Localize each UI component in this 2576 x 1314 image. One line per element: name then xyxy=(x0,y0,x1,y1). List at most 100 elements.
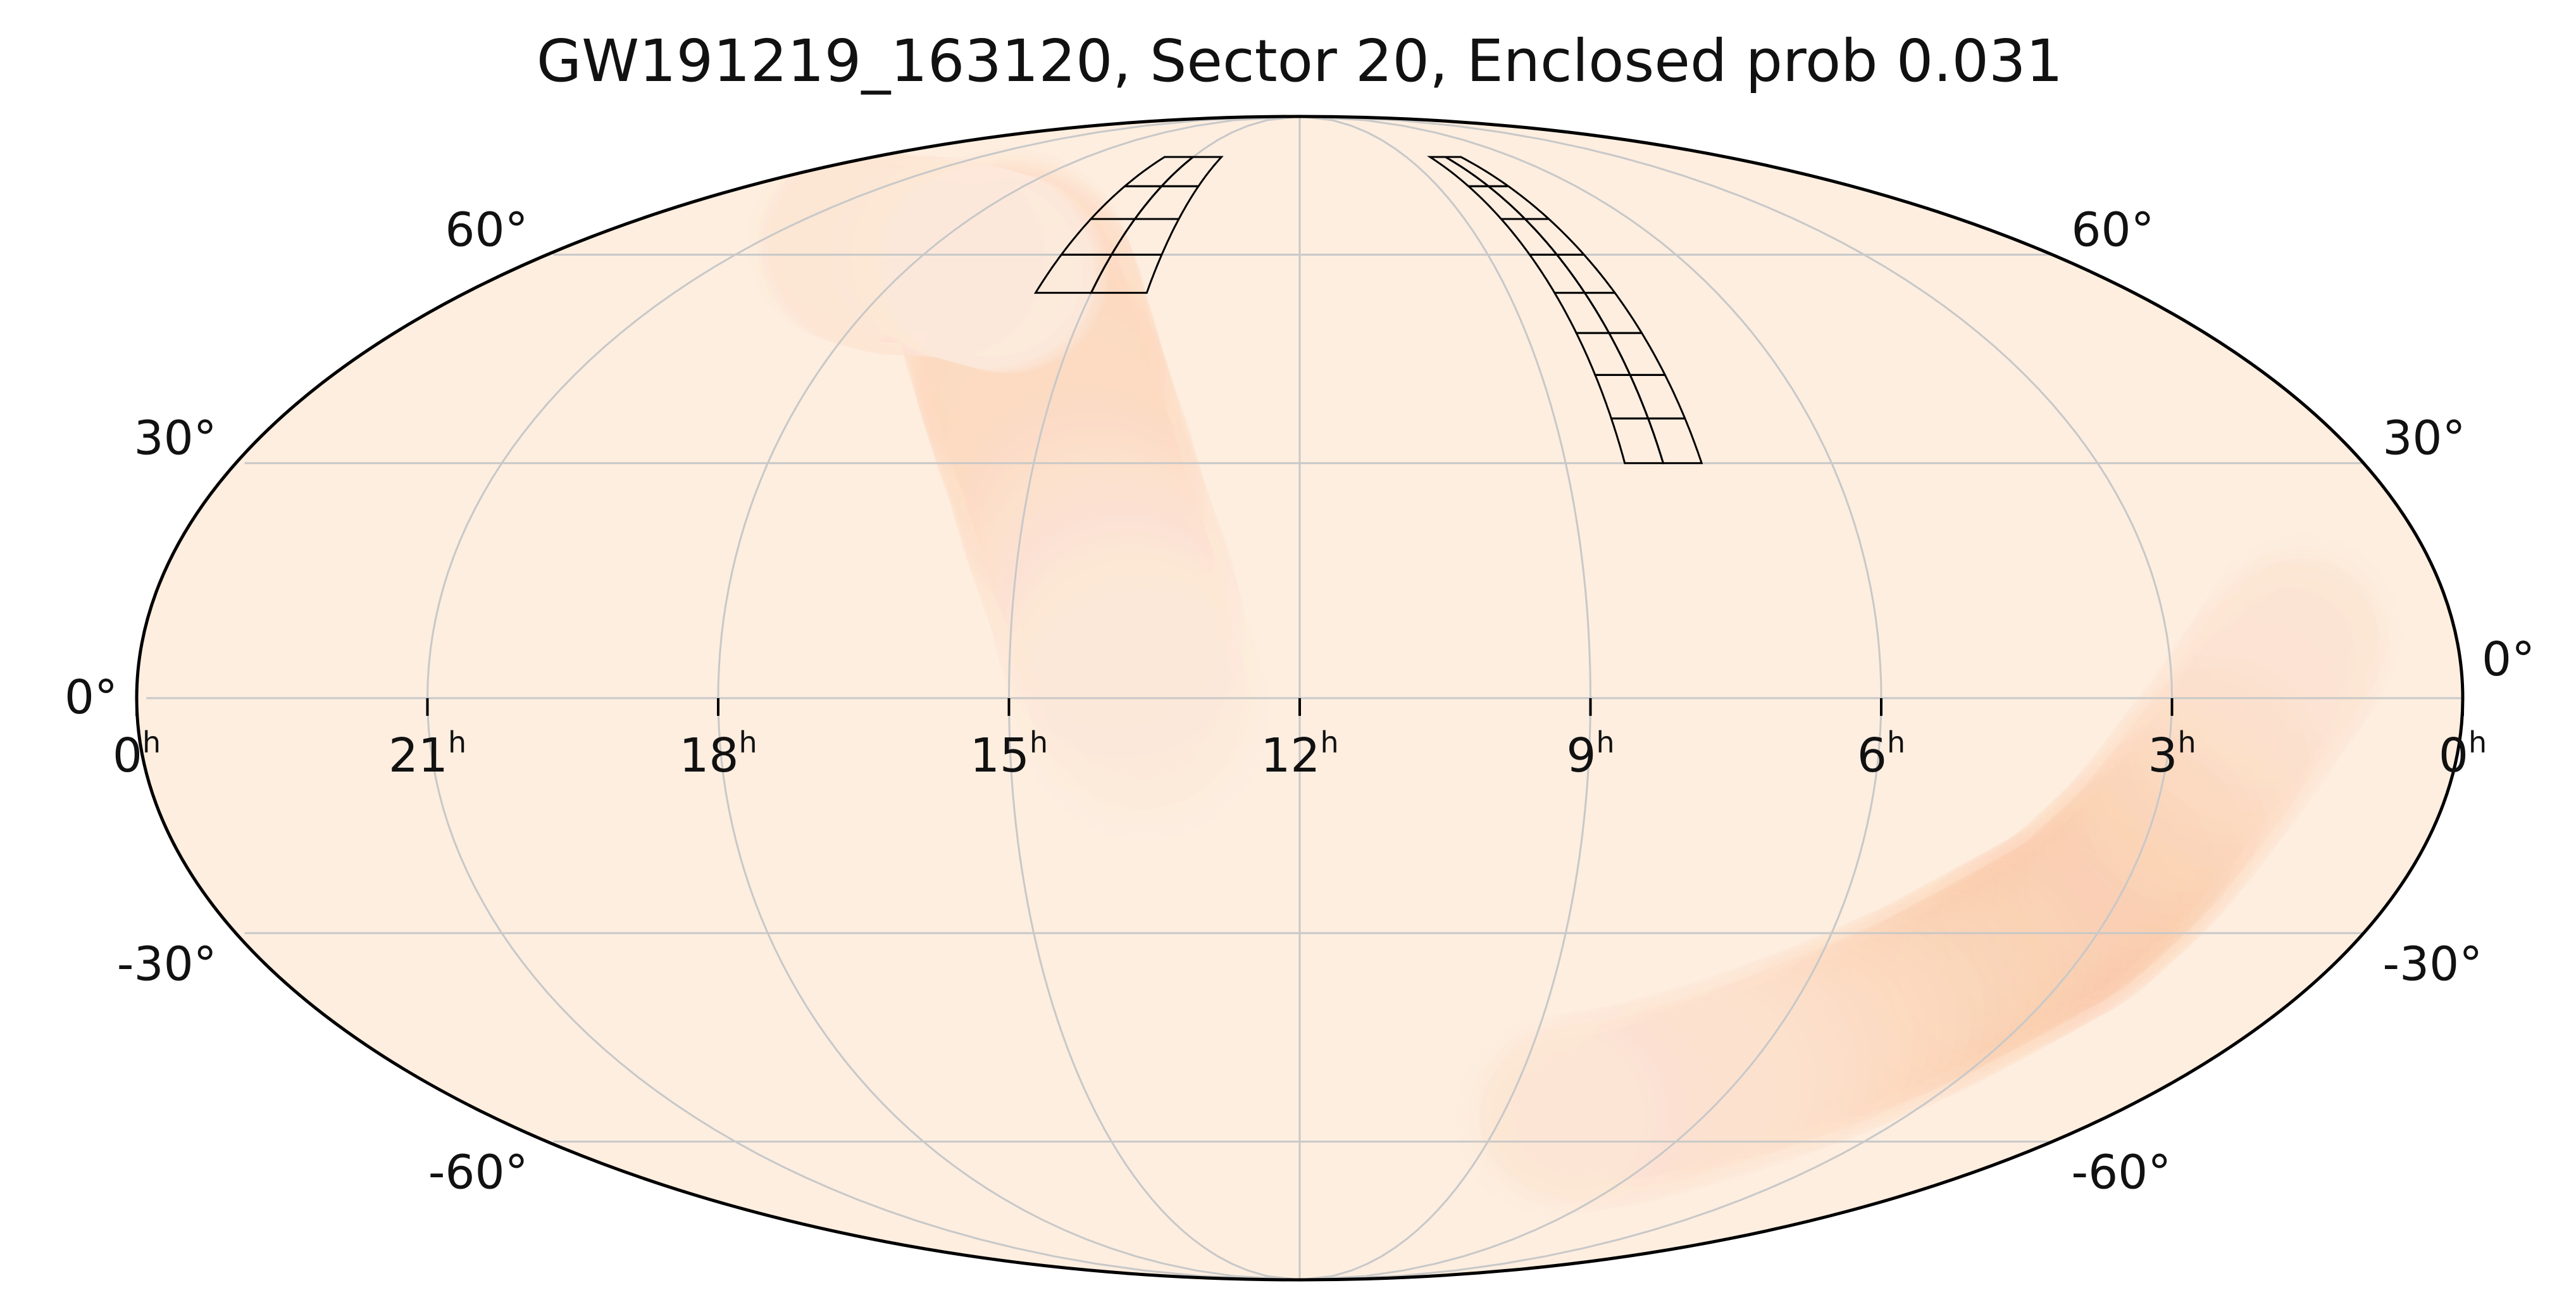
heat-cell xyxy=(973,365,1163,555)
heat-cell xyxy=(1862,896,2038,1073)
heat-cell xyxy=(2196,543,2397,744)
heat-cell xyxy=(2003,856,2132,984)
heat-cell xyxy=(944,210,1073,337)
heat-cell xyxy=(2113,774,2217,878)
heat-cell xyxy=(900,206,1004,310)
heat-cell xyxy=(798,173,950,326)
heat-cell xyxy=(2178,571,2379,772)
heat-cell xyxy=(1583,1065,1663,1145)
heat-cell xyxy=(1777,970,1905,1099)
heat-cell xyxy=(864,192,992,321)
heat-cell xyxy=(891,217,971,296)
heat-cell xyxy=(1676,1041,1755,1120)
heat-cell xyxy=(808,203,888,282)
heat-cell xyxy=(1815,989,1895,1068)
heat-cell xyxy=(902,197,1030,326)
heat-cell xyxy=(2077,737,2254,914)
heat-cell xyxy=(846,157,1047,358)
heat-cell xyxy=(927,196,1080,348)
heat-cell xyxy=(970,358,1160,548)
heat-cell xyxy=(2170,611,2347,787)
heat-cell xyxy=(953,230,1033,309)
heat-cell xyxy=(775,167,928,320)
heat-cell xyxy=(2187,647,2315,775)
heat-cell xyxy=(793,181,921,310)
heat-cell xyxy=(1910,945,1990,1024)
heat-cell xyxy=(763,155,940,332)
heat-cell xyxy=(916,193,1069,346)
heat-cell xyxy=(1034,567,1224,758)
heat-cell xyxy=(2125,786,2205,865)
heat-cell xyxy=(1930,859,2107,1036)
heat-cell xyxy=(1874,908,2026,1061)
heat-cell xyxy=(1028,582,1248,803)
heat-cell xyxy=(2083,703,2284,903)
heat-cell xyxy=(1016,501,1207,691)
heat-cell xyxy=(1039,546,1199,706)
heat-cell xyxy=(890,177,1066,354)
heat-cell xyxy=(1613,996,1790,1172)
heat-cell xyxy=(1080,649,1209,779)
heat-cell xyxy=(972,399,1193,620)
heat-cell xyxy=(1000,422,1160,582)
heat-cell xyxy=(920,185,1097,362)
heat-cell xyxy=(2041,801,2194,953)
heat-cell xyxy=(755,144,955,345)
heat-cell xyxy=(747,142,949,343)
heat-cell xyxy=(1586,1003,1763,1180)
heat-cell xyxy=(1015,494,1205,684)
heat-cell xyxy=(1572,1023,1724,1175)
heat-cell xyxy=(2089,749,2242,902)
heat-cell xyxy=(804,184,932,313)
heat-cell xyxy=(1584,1036,1712,1163)
heat-cell xyxy=(814,155,1016,356)
dec-tick-label-right: -30° xyxy=(2382,937,2482,991)
heat-cell xyxy=(824,199,928,303)
heat-cell xyxy=(1000,388,1130,518)
heat-cell xyxy=(2055,737,2256,937)
heat-cell xyxy=(820,189,948,316)
heat-cell xyxy=(2106,809,2186,888)
heat-cell xyxy=(946,219,1050,323)
heat-cell xyxy=(2213,546,2390,723)
heat-cell xyxy=(1560,995,1762,1196)
heat-cell xyxy=(2184,592,2360,769)
heat-cell xyxy=(2024,840,2152,968)
heat-cell xyxy=(1019,480,1179,640)
heat-cell xyxy=(922,194,1074,347)
heat-cell xyxy=(1940,854,2117,1030)
heat-cell xyxy=(783,152,985,353)
heat-cell xyxy=(850,169,1027,346)
heat-cell xyxy=(1035,604,1255,825)
heat-cell xyxy=(1653,999,1805,1152)
heat-cell xyxy=(830,200,934,304)
heat-cell xyxy=(980,359,1140,519)
heat-cell xyxy=(822,189,950,317)
heat-cell xyxy=(1516,1077,1595,1156)
heat-cell xyxy=(1047,503,1146,602)
heat-cell xyxy=(936,288,1157,509)
heat-cell xyxy=(990,325,1089,425)
heat-cell xyxy=(1523,1018,1700,1196)
heat-cell xyxy=(1991,844,2144,996)
heat-cell xyxy=(2163,622,2339,799)
heat-cell xyxy=(2161,741,2241,820)
dec-tick-label-left: -30° xyxy=(117,937,217,991)
heat-cell xyxy=(765,156,942,332)
heat-cell xyxy=(914,218,993,298)
heat-cell xyxy=(894,206,998,310)
heat-cell xyxy=(894,196,1023,324)
heat-cell xyxy=(880,165,1081,366)
heat-cell xyxy=(1560,1069,1640,1149)
heat-cell xyxy=(887,176,1064,353)
heat-cell xyxy=(2098,738,2251,891)
heat-cell xyxy=(812,196,916,299)
heat-cell xyxy=(778,151,978,351)
heat-cell xyxy=(1060,619,1220,779)
heat-cell xyxy=(885,166,1086,368)
heat-cell xyxy=(2202,595,2355,748)
heat-cell xyxy=(2060,783,2213,935)
heat-cell xyxy=(824,189,952,318)
heat-cell xyxy=(1938,836,2139,1037)
heat-cell xyxy=(931,271,1152,491)
